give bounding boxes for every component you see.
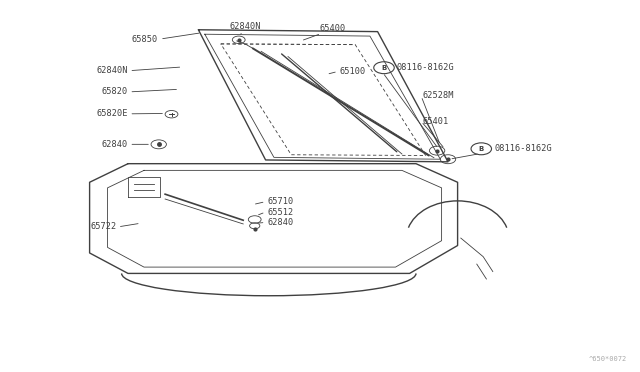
Text: 62840N: 62840N [229, 22, 260, 31]
Text: 65850: 65850 [132, 35, 158, 44]
Text: 62528M: 62528M [422, 92, 454, 100]
Text: 65710: 65710 [268, 197, 294, 206]
Text: 65722: 65722 [90, 222, 116, 231]
Text: 65512: 65512 [268, 208, 294, 217]
Text: 65820E: 65820E [97, 109, 128, 118]
Text: 62840: 62840 [268, 218, 294, 227]
Text: 08116-8162G: 08116-8162G [397, 63, 454, 72]
Text: 08116-8162G: 08116-8162G [494, 144, 552, 153]
Text: B: B [381, 65, 387, 71]
Text: 65100: 65100 [339, 67, 365, 76]
Text: 62840N: 62840N [97, 66, 128, 75]
Text: ^650*0072: ^650*0072 [589, 356, 627, 362]
Text: B: B [479, 146, 484, 152]
Text: 65400: 65400 [320, 24, 346, 33]
Text: 65401: 65401 [422, 117, 449, 126]
Text: 65820: 65820 [102, 87, 128, 96]
Text: 62840: 62840 [102, 140, 128, 149]
